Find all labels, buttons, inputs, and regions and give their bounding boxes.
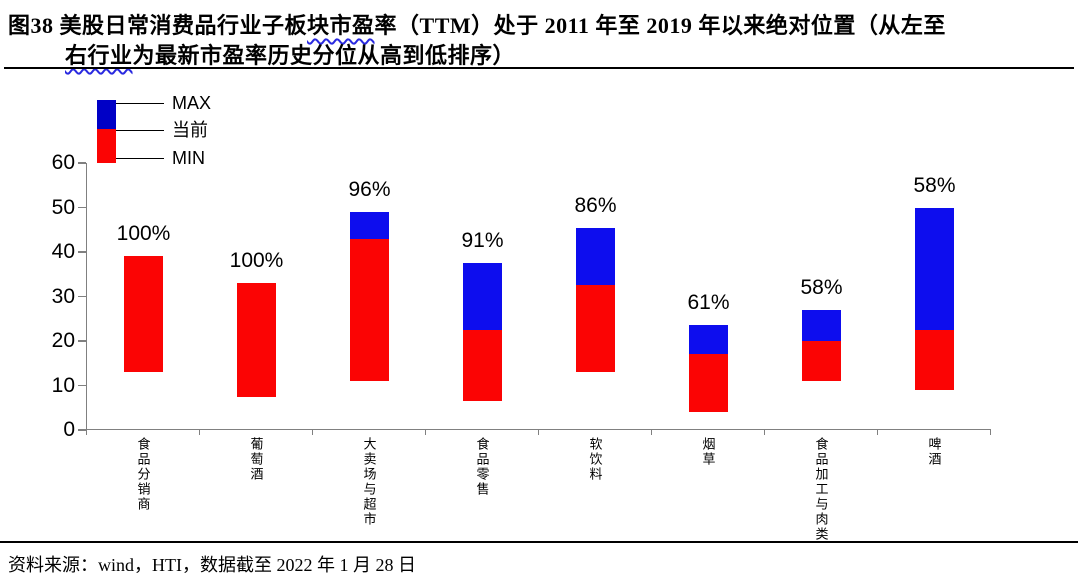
bar-percent-label: 58% <box>913 173 956 197</box>
bar-percent-label: 86% <box>574 193 617 217</box>
bar-max-range-segment <box>802 309 841 341</box>
bar-current-range-segment <box>802 341 841 382</box>
bar-current-range-segment <box>915 329 954 390</box>
x-axis-line <box>85 428 991 430</box>
x-axis-label: 啤酒 <box>926 437 942 467</box>
y-tick-label: 60 <box>51 151 75 174</box>
bar-percent-label: 58% <box>800 275 843 299</box>
title-text: 率（TTM）处于 2011 年至 2019 年以来绝对位置（从左至 <box>374 13 946 38</box>
x-axis-label: 烟草 <box>700 437 716 467</box>
bar-current-range-segment <box>463 329 502 402</box>
legend-label-max: MAX <box>172 93 212 113</box>
title-text: 图38 美股日常消费品行业子板 <box>8 13 308 38</box>
y-tick-label: 40 <box>51 240 75 263</box>
legend-connector-current <box>116 130 164 131</box>
legend-swatch-current-min <box>97 129 116 163</box>
data-source-note: 资料来源：wind，HTI，数据截至 2022 年 1 月 28 日 <box>8 555 416 575</box>
x-axis-label: 大卖场与超市 <box>361 437 377 527</box>
bar-current-range-segment <box>689 354 728 413</box>
title-divider-rule <box>4 67 1074 69</box>
x-axis-label: 食品分销商 <box>135 437 151 512</box>
x-tick-mark <box>312 430 313 435</box>
y-tick-mark <box>78 340 86 342</box>
y-tick-mark <box>78 162 86 164</box>
y-tick-label: 10 <box>51 373 75 397</box>
y-tick-mark <box>78 206 86 208</box>
bar-max-range-segment <box>689 325 728 355</box>
x-tick-mark <box>764 430 765 435</box>
y-axis-line <box>85 163 87 430</box>
bar-max-range-segment <box>463 263 502 330</box>
x-tick-mark <box>199 430 200 435</box>
x-tick-mark <box>990 430 991 435</box>
title-text: 为最新市盈率历史分位从高到低排序） <box>132 43 516 68</box>
x-axis-label: 食品零售 <box>474 437 490 497</box>
x-tick-mark <box>538 430 539 435</box>
x-tick-mark <box>651 430 652 435</box>
y-tick-mark <box>78 295 86 297</box>
x-axis-label: 软饮料 <box>587 437 603 482</box>
bar-max-range-segment <box>576 227 615 286</box>
bar-percent-label: 100% <box>116 222 171 246</box>
title-text-wavy-underline: 右行业 <box>65 43 133 68</box>
x-axis-label: 食品加工与肉类 <box>813 437 829 542</box>
bar-current-range-segment <box>237 283 276 397</box>
legend-label-min: MIN <box>172 148 205 168</box>
y-tick-label: 50 <box>51 195 75 219</box>
bar-current-range-segment <box>350 238 389 382</box>
x-axis-label: 葡萄酒 <box>248 437 264 482</box>
bar-percent-label: 100% <box>229 249 284 273</box>
bar-current-range-segment <box>576 285 615 373</box>
footer-divider-rule <box>0 541 1078 543</box>
bar-percent-label: 61% <box>687 291 730 315</box>
bar-max-range-segment <box>350 211 389 239</box>
bar-percent-label: 91% <box>461 229 504 253</box>
x-tick-mark <box>877 430 878 435</box>
bar-max-range-segment <box>915 207 954 330</box>
y-tick-mark <box>78 251 86 253</box>
x-tick-mark <box>425 430 426 435</box>
legend-connector-min <box>116 158 164 159</box>
bar-current-range-segment <box>124 256 163 373</box>
y-tick-label: 20 <box>51 329 75 352</box>
x-tick-mark <box>86 430 87 435</box>
y-tick-label: 0 <box>63 418 75 441</box>
legend-label-current: 当前 <box>172 120 208 140</box>
legend-connector-max <box>116 103 164 104</box>
chart-title-line2: 右行业为最新市盈率历史分位从高到低排序） <box>65 38 515 70</box>
y-tick-mark <box>78 384 86 386</box>
y-tick-label: 30 <box>51 284 75 308</box>
title-text-wavy-underline: 块市盈 <box>307 13 375 38</box>
bar-percent-label: 96% <box>348 177 391 201</box>
y-tick-mark <box>78 429 86 431</box>
legend-swatch-max <box>97 100 116 129</box>
chart-title-line1: 图38 美股日常消费品行业子板块市盈率（TTM）处于 2011 年至 2019 … <box>8 8 946 40</box>
